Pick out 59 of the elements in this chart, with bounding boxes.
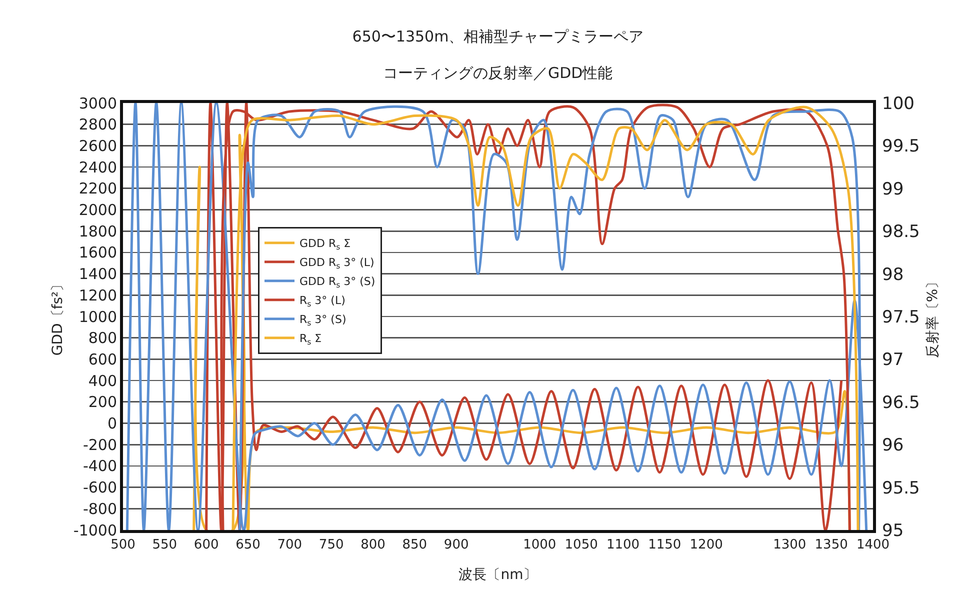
y-tick-label: 1000 <box>78 308 117 326</box>
chart-subtitle: コーティングの反射率／GDD性能 <box>383 64 613 82</box>
y2-tick-label: 98.5 <box>882 222 920 242</box>
y-tick-label: -800 <box>82 500 117 518</box>
y-tick-label: 3000 <box>78 94 117 112</box>
y-tick-label: 2600 <box>78 136 117 155</box>
x-tick-label: 500 <box>110 538 136 553</box>
x-tick-label: 1400 <box>856 538 890 553</box>
y2-axis-title: 反射率〔%〕 <box>925 274 942 358</box>
x-tick-label: 600 <box>194 538 219 553</box>
x-tick-label: 900 <box>444 538 469 553</box>
y-tick-label: 1800 <box>78 222 117 240</box>
y-tick-label: 400 <box>88 372 117 390</box>
x-tick-label: 700 <box>277 538 302 553</box>
y2-tick-label: 97 <box>882 350 904 370</box>
legend-label: GDD R$_{s}$ Σ <box>300 237 351 252</box>
y-axis-title: GDD〔fs²〕 <box>50 277 66 356</box>
x-tick-label: 650 <box>236 538 260 553</box>
y2-tick-label: 98 <box>882 264 904 285</box>
legend-label: R$_{s}$ Σ <box>300 332 322 346</box>
y-tick-label: 200 <box>88 393 117 412</box>
x-tick-label: 1000 <box>523 538 556 553</box>
x-tick-label: 750 <box>318 538 344 553</box>
y-tick-label: 2000 <box>78 201 117 219</box>
y-tick-label: 600 <box>88 350 117 368</box>
x-tick-label: 550 <box>152 538 178 553</box>
chart-title: 650〜1350m、相補型チャープミラーペア <box>352 27 644 46</box>
x-axis-title: 波長〔nm〕 <box>458 566 538 583</box>
y2-tick-label: 96.5 <box>882 392 920 413</box>
y-tick-label: 2800 <box>78 116 117 134</box>
y-tick-label: 2400 <box>78 158 117 176</box>
y2-tick-label: 95.5 <box>882 478 920 498</box>
y-tick-label: 2200 <box>78 180 117 198</box>
x-tick-label: 1350 <box>814 538 848 553</box>
x-tick-label: 800 <box>360 538 386 553</box>
x-tick-label: 850 <box>402 538 428 553</box>
y-tick-label: 1600 <box>78 244 117 262</box>
x-tick-label: 1200 <box>690 538 723 553</box>
y-tick-label: 1200 <box>78 286 117 304</box>
x-tick-label: 1050 <box>564 538 598 553</box>
y2-tick-label: 99 <box>882 179 904 200</box>
y2-tick-label: 96 <box>882 436 904 456</box>
legend-label: R$_{s}$ 3° (L) <box>300 294 346 308</box>
y2-tick-label: 99.5 <box>882 136 920 157</box>
y2-tick-label: 100 <box>882 94 914 114</box>
y-tick-label: -600 <box>82 478 117 497</box>
y-tick-label: -400 <box>82 457 117 476</box>
x-tick-label: 1300 <box>773 538 806 553</box>
y-tick-label: -1000 <box>73 521 117 540</box>
legend-label: R$_{s}$ 3° (S) <box>300 313 346 328</box>
y-tick-label: 1400 <box>78 265 117 284</box>
legend-label: GDD R$_{s}$ 3° (S) <box>300 275 376 290</box>
x-tick-label: 1150 <box>648 538 682 553</box>
y-tick-label: 800 <box>88 329 117 348</box>
y-tick-label: 0 <box>107 414 117 432</box>
legend-label: GDD R$_{s}$ 3° (L) <box>300 256 374 270</box>
y-tick-label: -200 <box>82 436 117 454</box>
y2-tick-label: 97.5 <box>882 307 920 328</box>
x-tick-label: 1100 <box>606 538 640 553</box>
